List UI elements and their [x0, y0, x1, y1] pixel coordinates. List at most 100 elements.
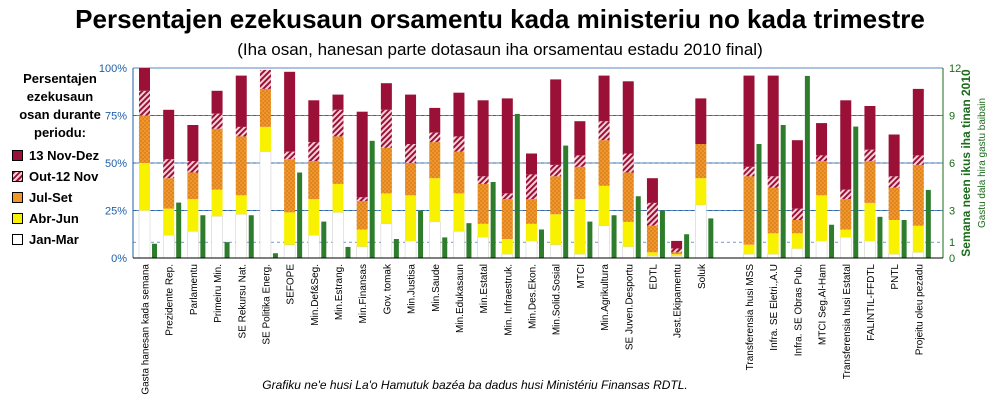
category-label: Gov. tomak	[382, 263, 393, 314]
bar-segment-jul-set	[598, 140, 610, 186]
bar-segment-jul-set	[743, 176, 755, 245]
bar-segment-jan-mar	[525, 240, 538, 259]
bar-segment-out-12nov	[429, 132, 441, 143]
bar-segment-abr-jun	[622, 221, 634, 247]
bar-segment-out-12nov	[791, 208, 803, 220]
bar-segment-jan-mar	[404, 240, 417, 259]
bar-segment-out-12nov	[671, 248, 683, 253]
y2-tick-label: 12	[949, 63, 961, 75]
category-label: Primeiru Min.	[213, 264, 224, 323]
weekly-bar	[563, 145, 569, 258]
category-label: MTCI Seg.Al-Ham	[818, 264, 829, 345]
weekly-bar	[152, 243, 157, 258]
bar-segment-13nov-dez	[695, 98, 707, 144]
bar-segment-abr-jun	[356, 229, 368, 247]
bar-segment-jan-mar	[259, 151, 272, 259]
bar-segment-jul-set	[840, 199, 852, 230]
weekly-bar	[297, 172, 303, 258]
bar-segment-jan-mar	[912, 252, 925, 259]
legend-label-q3: Jul-Set	[29, 189, 73, 205]
legend-swatch-q4b	[12, 149, 23, 161]
bar-segment-jan-mar	[235, 214, 247, 259]
legend-label-q2: Abr-Jun	[29, 210, 79, 226]
bar-segment-13nov-dez	[550, 79, 562, 165]
bar-segment-out-12nov	[284, 151, 296, 160]
bar-segment-13nov-dez	[453, 92, 465, 137]
bar-segment-jan-mar	[815, 240, 828, 259]
bar-segment-abr-jun	[405, 195, 417, 241]
bar-segment-jul-set	[163, 178, 175, 209]
weekly-bar	[224, 242, 230, 258]
y-tick-label: 0%	[111, 253, 127, 265]
bar-segment-jan-mar	[791, 248, 804, 259]
weekly-bar	[176, 202, 182, 258]
bar-segment-abr-jun	[743, 244, 755, 255]
category-label: EDTL	[648, 264, 659, 290]
category-label: Min.Justisa	[407, 264, 418, 314]
bar-segment-out-12nov	[308, 142, 320, 162]
bar-segment-jan-mar	[332, 212, 344, 259]
weekly-bar	[829, 224, 835, 258]
weekly-bar	[780, 125, 786, 258]
category-label: MTCI	[576, 264, 587, 288]
bar-segment-abr-jun	[211, 189, 223, 217]
legend-title: Persentajen ezekusaun osan durante perio…	[19, 71, 101, 140]
bar-segment-out-12nov	[912, 155, 924, 165]
bar-segment-jan-mar	[695, 204, 707, 259]
bar-segment-jul-set	[259, 88, 271, 127]
bar-segment-abr-jun	[526, 223, 537, 241]
weekly-bar	[635, 196, 641, 258]
weekly-bar	[901, 220, 907, 258]
bar-segment-jul-set	[380, 147, 392, 194]
weekly-bar	[321, 221, 327, 258]
chart-footnote: Grafiku ne'e husi La'o Hamutuk bazéa ba …	[262, 378, 688, 392]
weekly-bar	[200, 215, 206, 258]
legend-item-q3: Jul-Set	[12, 189, 72, 205]
category-label: Min.Finansas	[358, 264, 369, 323]
legend-swatch-q1	[12, 233, 23, 245]
bar-segment-out-12nov	[477, 176, 489, 184]
bar-segment-13nov-dez	[791, 140, 803, 209]
chart-subtitle: (Iha osan, hanesan parte dotasaun iha or…	[237, 40, 763, 59]
bar-segment-jul-set	[235, 136, 247, 196]
category-label: Min.Des.Ekon.	[528, 264, 539, 329]
bar-segment-abr-jun	[380, 193, 392, 224]
weekly-bar	[345, 246, 351, 258]
bar-segment-13nov-dez	[163, 109, 175, 160]
bar-segment-out-12nov	[187, 161, 199, 173]
bar-segment-out-12nov	[574, 155, 586, 167]
y2-tick-label: 9	[949, 111, 955, 123]
category-label: Infra. SE Eletri.,A.U	[769, 264, 780, 351]
weekly-bar	[684, 234, 690, 258]
y-tick-label: 50%	[105, 158, 127, 170]
bar-segment-abr-jun	[284, 212, 296, 245]
bar-segment-jan-mar	[162, 234, 175, 259]
bar-segment-13nov-dez	[646, 178, 658, 203]
bar-segment-abr-jun	[453, 193, 465, 232]
bar-segment-jan-mar	[840, 236, 852, 259]
bar-segment-abr-jun	[598, 185, 610, 226]
bar-segment-out-12nov	[380, 109, 392, 148]
bar-segment-13nov-dez	[767, 75, 779, 177]
bar-segment-13nov-dez	[429, 107, 441, 133]
bar-segment-13nov-dez	[671, 240, 683, 249]
bar-segment-13nov-dez	[139, 68, 150, 91]
bar-segment-out-12nov	[526, 174, 537, 200]
category-label: Projeitu oleu pezadu	[914, 264, 925, 355]
bar-segment-13nov-dez	[477, 100, 489, 177]
bar-segment-jan-mar	[767, 253, 779, 259]
bar-segment-13nov-dez	[187, 125, 199, 162]
y2-tick-label: 3	[949, 206, 955, 218]
weekly-bar	[442, 237, 448, 258]
bar-segment-abr-jun	[912, 225, 924, 253]
bar-segment-jul-set	[526, 199, 537, 224]
bar-segment-abr-jun	[163, 208, 175, 236]
weekly-bar	[756, 144, 762, 258]
category-label: Parlamentu	[189, 264, 200, 315]
bar-segment-jul-set	[139, 115, 150, 163]
bar-segment-jan-mar	[864, 240, 876, 259]
category-label: SE Juven.Desportu	[624, 264, 635, 350]
category-label: Min.Solid.Sosial	[552, 264, 563, 335]
weekly-bar	[877, 216, 883, 258]
bar-segment-abr-jun	[429, 178, 441, 222]
